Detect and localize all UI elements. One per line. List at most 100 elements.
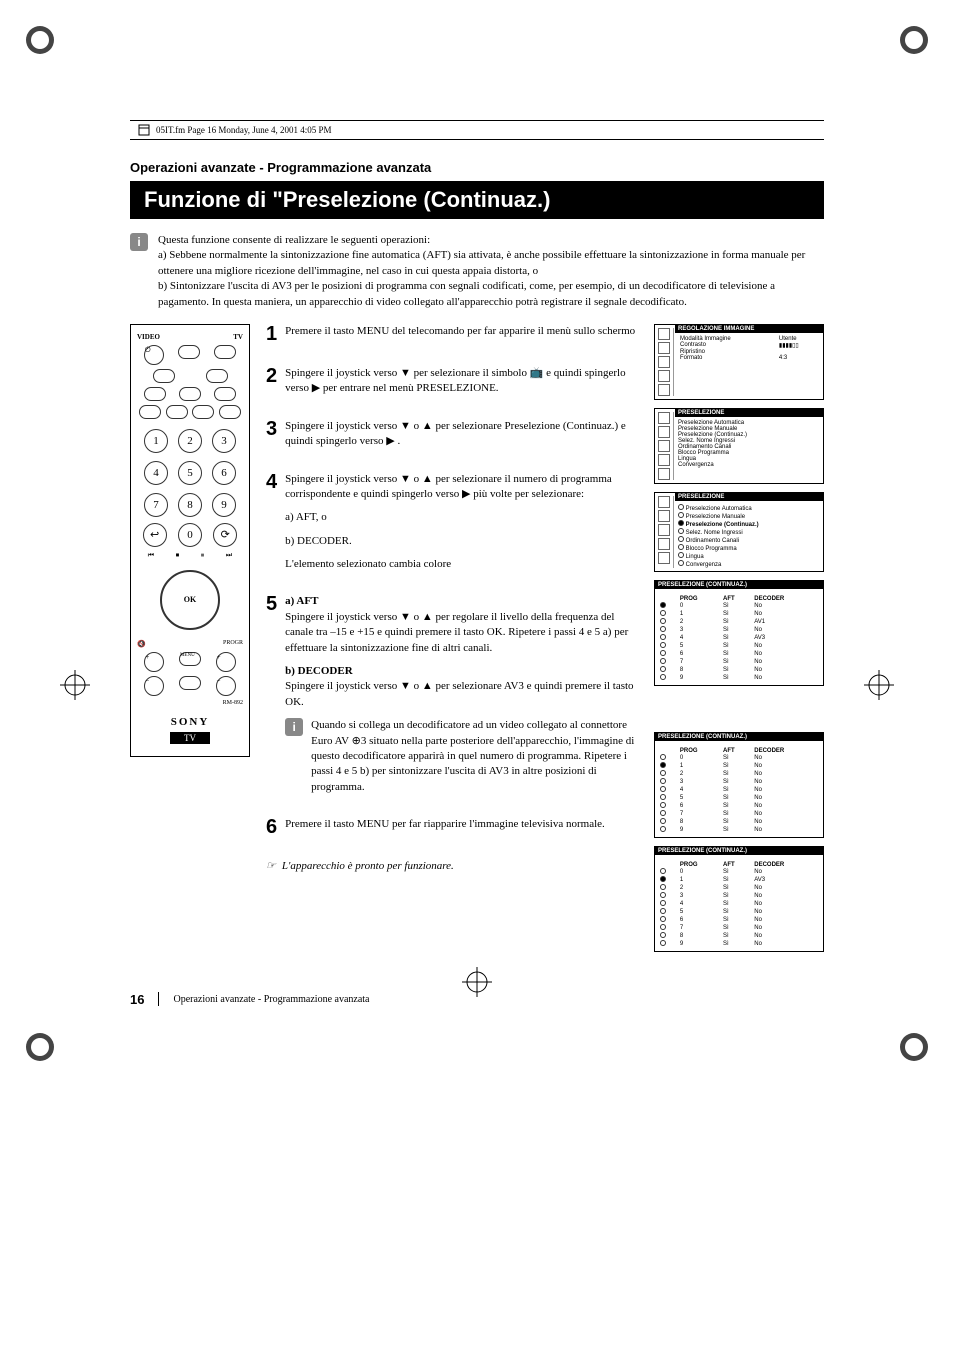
osd-image-settings: REGOLAZIONE IMMAGINE Modalità ImmagineUt… [654,324,824,400]
remote-key-5[interactable]: 5 [178,461,202,485]
osd-menu-item: Preselezione (Continuaz.) [678,520,820,528]
osd-table-row: 4SìNo [658,900,820,908]
osd-table-row: 7SìNo [658,658,820,666]
footer-text: Operazioni avanzate - Programmazione ava… [158,992,369,1006]
remote-key-4[interactable]: 4 [144,461,168,485]
remote-button[interactable] [144,387,166,401]
remote-key-2[interactable]: 2 [178,429,202,453]
osd-header: PRESELEZIONE [675,493,823,501]
remote-button[interactable] [179,676,201,690]
osd-preselezione: PRESELEZIONE Preselezione AutomaticaPres… [654,408,824,484]
print-mark-icon [894,20,934,60]
osd-table-row: 6SìNo [658,802,820,810]
remote-button[interactable] [192,405,214,419]
osd-header: PRESELEZIONE (CONTINUAZ.) [655,847,823,855]
osd-header: REGOLAZIONE IMMAGINE [675,325,823,333]
osd-cell: 4:3 [777,355,820,361]
remote-button[interactable] [214,387,236,401]
osd-table-row: 4SìAV3 [658,634,820,642]
remote-key-1[interactable]: 1 [144,429,168,453]
remote-button[interactable] [178,345,200,359]
step-2-body: Spingere il joystick verso ▼ per selezio… [285,366,638,397]
remote-button[interactable] [214,345,236,359]
step-4-a: a) AFT, o [285,510,638,525]
step-number: 1 [266,324,277,344]
osd-table-row: 8SìNo [658,932,820,940]
osd-cell: Formato [678,355,777,361]
remote-button[interactable] [206,369,228,383]
menu-button[interactable]: MENU [179,652,201,666]
osd-table-row: 3SìNo [658,626,820,634]
tv-badge: TV [170,732,210,744]
intro-text: Questa funzione consente di realizzare l… [158,233,824,310]
step-6-body: Premere il tasto MENU per far riapparire… [285,817,638,837]
step-5a-head: a) AFT [285,594,638,609]
step-number: 6 [266,817,277,837]
step-number: 3 [266,419,277,450]
remote-key-0[interactable]: 0 [178,523,202,547]
media-icon[interactable]: ⏸ [201,551,205,560]
mute-icon[interactable]: 🔇 [137,640,146,648]
osd-menu-item: Blocco Programma [678,544,820,552]
step-4-body: Spingere il joystick verso ▼ o ▲ per sel… [285,472,638,503]
crosshair-icon [60,670,90,700]
section-label: Operazioni avanzate - Programmazione ava… [130,160,824,175]
ok-button[interactable]: OK [184,595,196,604]
osd-cell: ▮▮▮▮▯▯ [777,342,820,349]
page-number: 16 [130,992,144,1007]
step-4-note: L'elemento selezionato cambia colore [285,557,638,572]
osd-table-row: 2SìAV1 [658,618,820,626]
progr-label: PROGR [223,640,243,648]
osd-table-row: 0SìNo [658,602,820,610]
osd-table-row: 0SìNo [658,868,820,876]
print-mark-icon [894,1027,934,1067]
osd-table-row: 4SìNo [658,786,820,794]
brand-label: SONY [137,716,243,728]
page-title: Funzione di "Preselezione (Continuaz.) [130,181,824,219]
osd-table-row: 5SìNo [658,908,820,916]
remote-key-7[interactable]: 7 [144,493,168,517]
osd-cell: Contrasto [678,342,777,349]
remote-model: RM-892 [137,700,243,706]
intro-lead: Questa funzione consente di realizzare l… [158,233,824,248]
osd-header: PRESELEZIONE [675,409,823,417]
prog-up[interactable]: + [216,652,236,672]
joystick[interactable]: OK [160,570,220,630]
remote-power-button[interactable]: ⏻ [144,345,164,365]
prog-down[interactable]: − [216,676,236,696]
osd-menu-item: Convergenza [678,462,820,468]
step-3-body: Spingere il joystick verso ▼ o ▲ per sel… [285,419,638,450]
frameline-text: 05IT.fm Page 16 Monday, June 4, 2001 4:0… [156,125,332,135]
step-5a-body: Spingere il joystick verso ▼ o ▲ per reg… [285,610,638,656]
final-note: L'apparecchio è pronto per funzionare. [282,859,454,874]
osd-table-4: PRESELEZIONE (CONTINUAZ.) PROGAFTDECODER… [654,580,824,686]
osd-table-row: 6SìNo [658,650,820,658]
crosshair-icon [462,967,492,997]
osd-menu-item: Selez. Nome Ingressi [678,528,820,536]
vol-down[interactable]: − [144,676,164,696]
vol-up[interactable]: + [144,652,164,672]
media-icon[interactable]: ⏮ [148,551,154,560]
remote-button[interactable] [166,405,188,419]
remote-button[interactable] [139,405,161,419]
remote-video-label: VIDEO [137,333,160,341]
step-number: 5 [266,594,277,795]
remote-button[interactable] [153,369,175,383]
page-icon [138,124,150,136]
osd-menu-item: Preselezione Automatica [678,504,820,512]
remote-button[interactable] [179,387,201,401]
remote-key-9[interactable]: 9 [212,493,236,517]
media-icon[interactable]: ⏹ [176,551,180,560]
remote-key-6[interactable]: 6 [212,461,236,485]
osd-table-row: 8SìNo [658,666,820,674]
remote-button[interactable] [219,405,241,419]
remote-key[interactable]: ⟳ [213,523,237,547]
media-icon[interactable]: ⏭ [226,551,232,560]
remote-key[interactable]: ↩ [143,523,167,547]
remote-control: VIDEO TV ⏻ [130,324,250,757]
osd-table-row: 5SìNo [658,794,820,802]
osd-table-row: 3SìNo [658,892,820,900]
remote-key-8[interactable]: 8 [178,493,202,517]
step-5-info: Quando si collega un decodificatore ad u… [311,718,638,795]
remote-key-3[interactable]: 3 [212,429,236,453]
